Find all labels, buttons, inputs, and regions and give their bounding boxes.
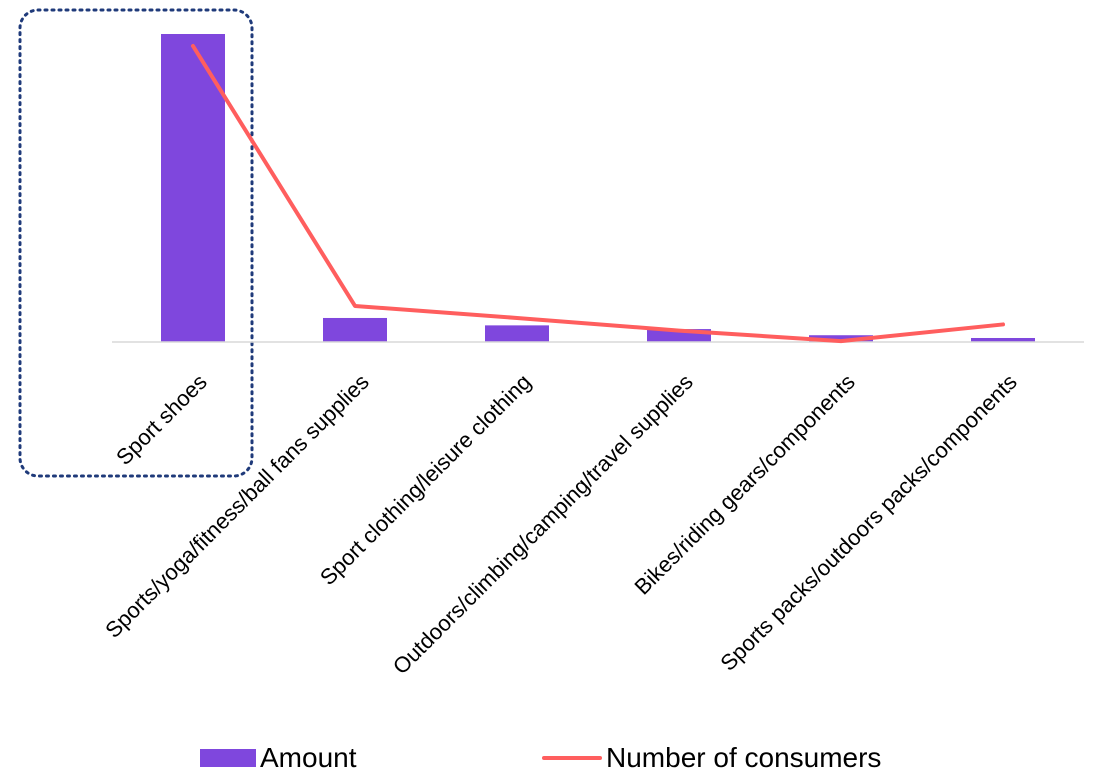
legend-label-consumers: Number of consumers xyxy=(606,742,882,773)
line-series-consumers xyxy=(191,44,1005,344)
category-label-6: Sports packs/outdoors packs/components xyxy=(715,369,1021,675)
legend-item-consumers: Number of consumers xyxy=(542,738,881,778)
bar-2 xyxy=(323,317,387,342)
legend: Amount Number of consumers xyxy=(0,738,1094,778)
legend-item-amount: Amount xyxy=(200,738,357,778)
bar-5 xyxy=(809,335,873,342)
legend-swatch-consumers xyxy=(542,756,602,760)
bar-3 xyxy=(485,325,549,342)
category-label-1: Sport shoes xyxy=(111,369,212,470)
bar-1 xyxy=(161,34,225,342)
category-label-2: Sports/yoga/fitness/ball fans supplies xyxy=(100,369,374,643)
bar-series-amount xyxy=(161,34,1035,342)
legend-label-amount: Amount xyxy=(260,742,357,773)
bar-6 xyxy=(971,337,1035,342)
legend-swatch-amount xyxy=(200,749,256,767)
highlight-box xyxy=(18,8,254,478)
category-label-4: Outdoors/climbing/camping/travel supplie… xyxy=(388,369,698,679)
